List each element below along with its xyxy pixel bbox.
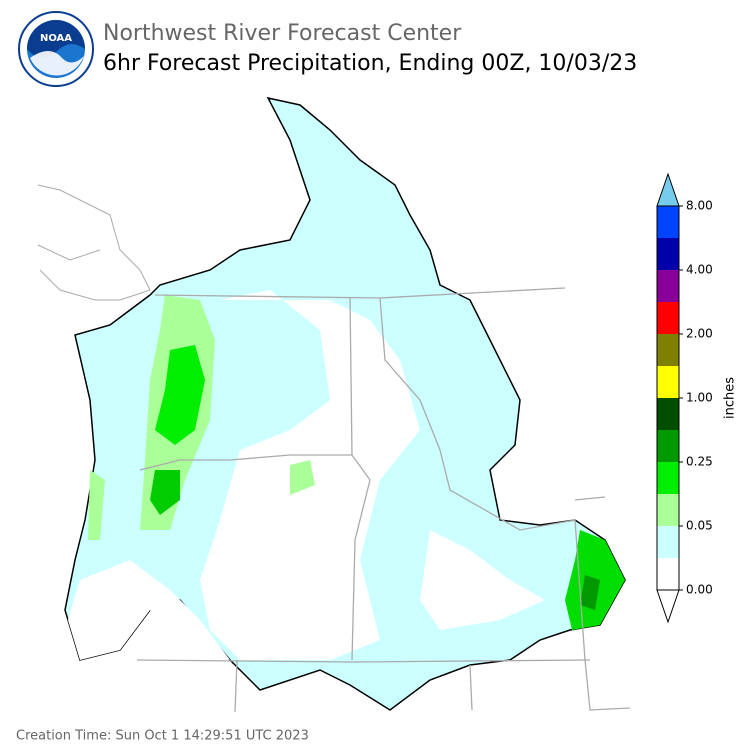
dry-area [420,530,545,630]
colorbar-segment [657,494,679,526]
colorbar-segment [657,462,679,494]
colorbar-segment [657,302,679,334]
colorbar-tick-label: 1.00 [686,391,713,405]
colorbar-label: inches [723,377,738,419]
colorbar-segment [657,206,679,238]
precip-green [150,470,180,515]
precip-light-green [88,470,105,540]
colorbar-segment [657,238,679,270]
colorbar-segment [657,398,679,430]
colorbar-segment [657,366,679,398]
colorbar-tick-label: 0.00 [686,583,713,597]
creation-time: Creation Time: Sun Oct 1 14:29:51 UTC 20… [16,729,309,744]
colorbar-tick-label: 8.00 [686,199,713,213]
colorbar-segment [657,526,679,558]
colorbar-tick-label: 0.05 [686,519,713,533]
colorbar-segment [657,270,679,302]
map [37,96,631,713]
subtitle: 6hr Forecast Precipitation, Ending 00Z, … [103,51,637,76]
coastline [37,184,151,301]
precip-light-green [290,460,315,495]
colorbar-under [656,589,680,624]
dry-area [68,560,230,660]
colorbar-tick-label: 4.00 [686,263,713,277]
colorbar-tick-label: 2.00 [686,327,713,341]
title: Northwest River Forecast Center [103,21,462,46]
colorbar: inches 0.00 0.05 0.25 1.00 2.00 4.00 8.00 [656,172,738,624]
precip-green [155,345,205,445]
colorbar-tick-label: 0.25 [686,455,713,469]
precip-dark-green [580,575,600,610]
logo-text: NOAA [40,33,72,44]
state-lines [136,287,631,713]
colorbar-segment [657,334,679,366]
colorbar-segment [657,558,679,590]
colorbar-segment [657,430,679,462]
logo: NOAA [18,11,94,87]
colorbar-over [656,172,680,207]
